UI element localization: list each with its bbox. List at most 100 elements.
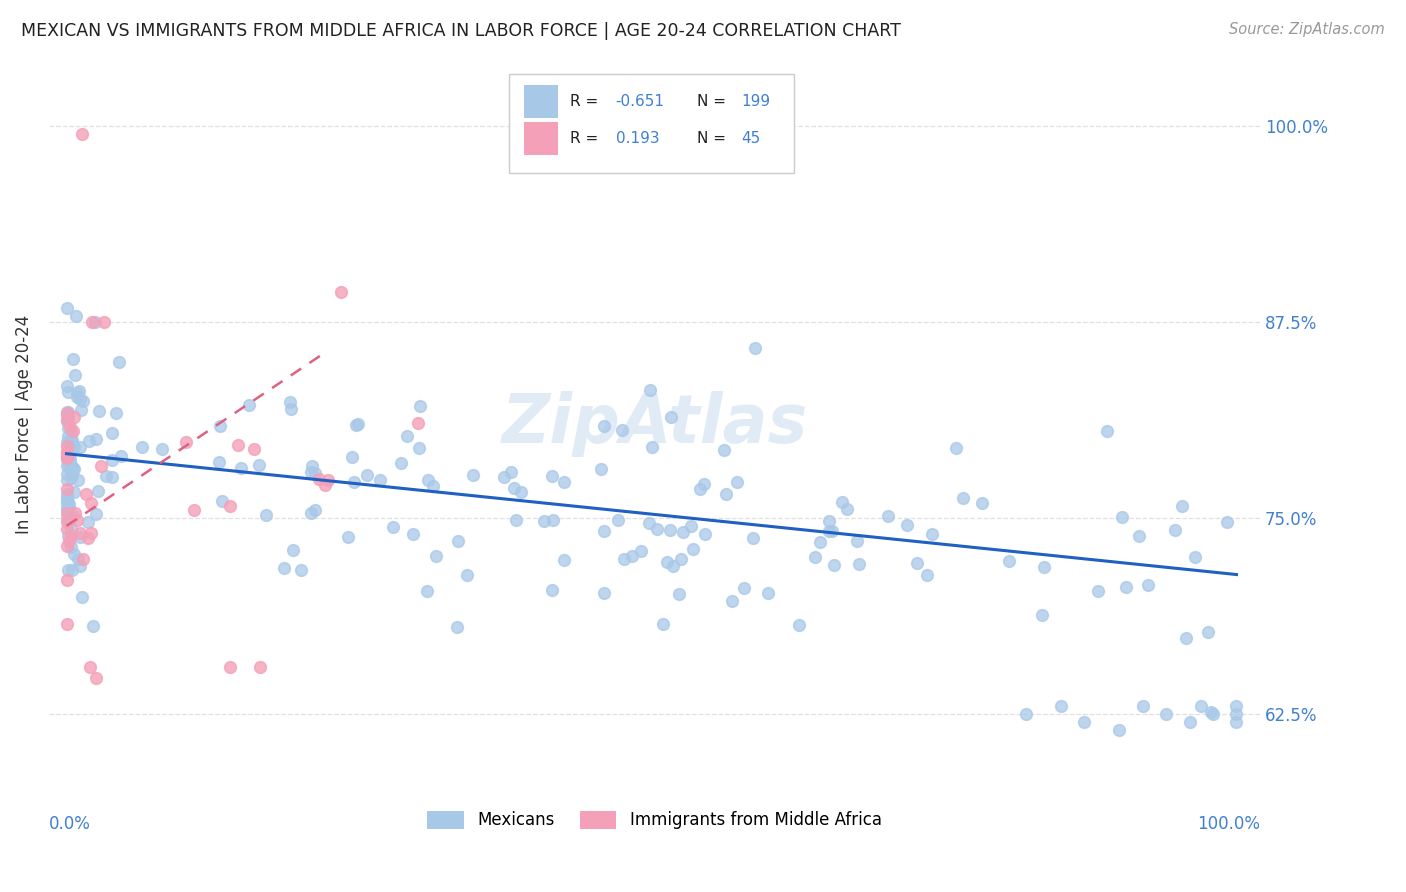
Text: N =: N =	[697, 130, 731, 145]
Point	[446, 619, 468, 633]
Point	[278, 395, 301, 409]
Point	[896, 517, 918, 532]
Point	[668, 587, 690, 601]
Point	[553, 475, 575, 489]
Point	[1115, 580, 1137, 594]
Point	[58, 385, 80, 400]
Point	[82, 315, 104, 329]
Point	[66, 513, 89, 527]
Point	[630, 544, 652, 558]
Point	[721, 594, 744, 608]
Point	[803, 549, 825, 564]
Point	[314, 477, 336, 491]
Point	[56, 506, 79, 520]
Point	[59, 426, 82, 441]
Point	[1225, 714, 1247, 729]
Point	[66, 474, 89, 488]
Point	[997, 554, 1019, 568]
Point	[425, 549, 447, 563]
Point	[59, 419, 82, 434]
FancyBboxPatch shape	[523, 121, 558, 154]
Point	[1073, 714, 1095, 729]
Point	[69, 526, 91, 541]
Point	[82, 619, 104, 633]
Point	[503, 481, 526, 495]
Point	[823, 558, 845, 572]
Point	[55, 439, 77, 453]
Point	[1197, 625, 1219, 640]
Point	[714, 486, 737, 500]
Point	[86, 432, 108, 446]
Point	[84, 315, 107, 329]
Point	[55, 450, 77, 465]
Point	[304, 466, 326, 480]
Point	[107, 355, 129, 369]
Point	[382, 520, 405, 534]
Point	[818, 524, 841, 539]
Point	[56, 447, 79, 461]
Point	[58, 456, 80, 470]
Point	[208, 455, 231, 469]
Point	[456, 568, 478, 582]
Point	[848, 557, 870, 571]
Point	[846, 533, 869, 548]
Point	[301, 458, 323, 473]
Point	[347, 417, 370, 431]
Point	[90, 459, 112, 474]
Point	[72, 394, 94, 409]
Point	[342, 475, 364, 489]
Point	[219, 500, 242, 514]
Point	[308, 472, 330, 486]
Point	[56, 451, 79, 466]
Point	[67, 551, 90, 566]
Point	[55, 379, 77, 393]
Point	[1015, 707, 1038, 722]
Point	[593, 585, 616, 599]
Point	[821, 524, 844, 538]
Point	[744, 341, 766, 355]
Point	[1178, 714, 1201, 729]
Point	[281, 543, 304, 558]
Point	[1032, 560, 1054, 574]
Point	[299, 506, 322, 520]
Point	[408, 441, 430, 455]
Text: Source: ZipAtlas.com: Source: ZipAtlas.com	[1229, 22, 1385, 37]
Point	[56, 459, 79, 474]
Point	[56, 451, 79, 466]
Point	[226, 438, 249, 452]
Point	[56, 421, 79, 435]
Point	[818, 514, 841, 528]
Legend: Mexicans, Immigrants from Middle Africa: Mexicans, Immigrants from Middle Africa	[420, 804, 889, 836]
Point	[76, 516, 98, 530]
Point	[77, 531, 100, 545]
Point	[620, 549, 643, 564]
Y-axis label: In Labor Force | Age 20-24: In Labor Force | Age 20-24	[15, 314, 32, 533]
Point	[242, 442, 264, 456]
Point	[1095, 424, 1118, 438]
Point	[1031, 607, 1053, 622]
Point	[211, 494, 233, 508]
Point	[69, 530, 91, 544]
Point	[56, 487, 79, 501]
Point	[613, 552, 636, 566]
Point	[174, 435, 197, 450]
Point	[110, 449, 132, 463]
Point	[672, 525, 695, 540]
Point	[58, 411, 80, 425]
Point	[1050, 699, 1073, 714]
Point	[69, 392, 91, 406]
Point	[499, 465, 522, 479]
Text: MEXICAN VS IMMIGRANTS FROM MIDDLE AFRICA IN LABOR FORCE | AGE 20-24 CORRELATION : MEXICAN VS IMMIGRANTS FROM MIDDLE AFRICA…	[21, 22, 901, 40]
Point	[1225, 699, 1247, 714]
Point	[56, 529, 79, 543]
Point	[396, 429, 419, 443]
Point	[219, 660, 242, 674]
Point	[96, 468, 118, 483]
Point	[591, 461, 613, 475]
Point	[79, 660, 101, 674]
Point	[1132, 699, 1154, 714]
Point	[541, 512, 564, 526]
Point	[60, 467, 83, 481]
Point	[290, 562, 312, 576]
Point	[659, 410, 682, 425]
